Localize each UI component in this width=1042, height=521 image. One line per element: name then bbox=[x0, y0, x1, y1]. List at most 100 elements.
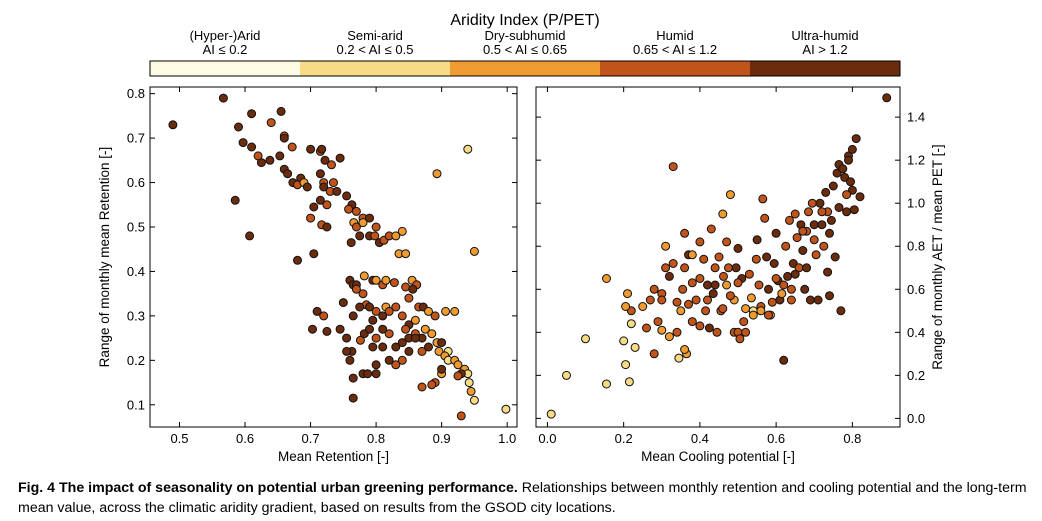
scatter-point bbox=[748, 310, 758, 320]
scatter-point bbox=[760, 213, 770, 223]
scatter-point bbox=[348, 393, 358, 403]
scatter-point bbox=[695, 237, 705, 247]
colorbar-swatch bbox=[750, 61, 900, 76]
scatter-point bbox=[417, 382, 427, 392]
scatter-point bbox=[319, 311, 329, 321]
scatter-point bbox=[699, 254, 709, 264]
figure-caption: Fig. 4 The impact of seasonality on pote… bbox=[18, 478, 1028, 518]
scatter-point bbox=[680, 263, 690, 273]
y-tick-label: 0.8 bbox=[907, 239, 925, 254]
scatter-point bbox=[437, 364, 447, 374]
scatter-point bbox=[668, 162, 678, 172]
scatter-point bbox=[391, 360, 401, 370]
scatter-point bbox=[410, 315, 420, 325]
scatter-point bbox=[744, 269, 754, 279]
scatter-point bbox=[621, 360, 631, 370]
colorbar-class-name: Humid bbox=[656, 28, 694, 43]
scatter-point bbox=[238, 138, 248, 148]
x-axis-label: Mean Retention [-] bbox=[278, 449, 389, 464]
scatter-point bbox=[378, 311, 388, 321]
caption-text: Relationships between monthly retention … bbox=[18, 480, 1027, 516]
scatter-point bbox=[230, 195, 240, 205]
scatter-point bbox=[798, 246, 808, 255]
scatter-point bbox=[676, 306, 686, 316]
scatter-point bbox=[701, 306, 711, 316]
scatter-point bbox=[781, 241, 791, 251]
scatter-point bbox=[371, 360, 381, 370]
scatter-point bbox=[329, 178, 338, 188]
scatter-point bbox=[432, 169, 442, 179]
scatter-point bbox=[327, 160, 336, 170]
scatter-point bbox=[335, 153, 345, 163]
scatter-point bbox=[342, 333, 352, 343]
scatter-point bbox=[338, 298, 348, 308]
scatter-point bbox=[752, 235, 762, 245]
scatter-point bbox=[346, 238, 356, 248]
scatter-point bbox=[691, 295, 701, 305]
scatter-point bbox=[621, 302, 631, 311]
scatter-point bbox=[371, 333, 381, 343]
colorbar-swatch bbox=[450, 61, 600, 76]
scatter-point bbox=[882, 93, 892, 103]
scatter-point bbox=[703, 295, 712, 305]
scatter-point bbox=[358, 218, 368, 228]
colorbar-class-name: Semi-arid bbox=[347, 28, 403, 43]
scatter-point bbox=[674, 353, 684, 363]
scatter-point bbox=[335, 324, 345, 334]
scatter-point bbox=[630, 342, 640, 352]
scatter-point bbox=[779, 280, 789, 290]
scatter-point bbox=[302, 182, 312, 192]
scatter-point bbox=[275, 151, 285, 161]
scatter-point bbox=[371, 222, 381, 232]
scatter-point bbox=[712, 327, 722, 337]
scatter-point bbox=[821, 187, 831, 197]
scatter-point bbox=[668, 259, 678, 268]
scatter-point bbox=[247, 142, 257, 152]
scatter-point bbox=[672, 297, 682, 307]
scatter-point bbox=[687, 250, 697, 260]
scatter-point bbox=[733, 243, 743, 253]
x-tick-label: 0.0 bbox=[538, 431, 556, 446]
scatter-point bbox=[847, 144, 857, 154]
scatter-point bbox=[466, 386, 476, 396]
scatter-point bbox=[427, 329, 437, 339]
y-tick-label: 1.0 bbox=[907, 196, 925, 211]
scatter-point bbox=[359, 271, 369, 281]
colorbar-class-name: Ultra-humid bbox=[791, 28, 858, 43]
scatter-point bbox=[762, 252, 772, 262]
scatter-point bbox=[401, 249, 411, 259]
scatter-point bbox=[368, 315, 378, 325]
x-tick-label: 0.6 bbox=[767, 431, 785, 446]
scatter-point bbox=[642, 323, 651, 333]
scatter-point bbox=[678, 284, 688, 294]
scatter-point bbox=[306, 213, 316, 223]
scatter-point bbox=[714, 252, 724, 262]
scatter-point bbox=[218, 93, 228, 103]
y-tick-label: 1.4 bbox=[907, 110, 925, 125]
scatter-point bbox=[777, 289, 787, 299]
scatter-point bbox=[363, 369, 373, 379]
y-axis-label: Range of monthly AET / mean PET [-] bbox=[930, 144, 945, 369]
scatter-point bbox=[807, 198, 817, 208]
scatter-point bbox=[819, 241, 829, 251]
x-tick-label: 0.6 bbox=[236, 431, 254, 446]
scatter-point bbox=[855, 192, 865, 202]
y-tick-label: 0.3 bbox=[127, 308, 145, 323]
scatter-point bbox=[802, 263, 812, 273]
scatter-point bbox=[638, 302, 648, 311]
colorbar-swatch bbox=[600, 61, 750, 76]
colorbar-class-range: 0.65 < AI ≤ 1.2 bbox=[633, 42, 717, 57]
scatter-point bbox=[410, 333, 420, 343]
scatter-point bbox=[404, 293, 414, 303]
scatter-point bbox=[408, 284, 418, 294]
scatter-point bbox=[420, 324, 430, 334]
x-tick-label: 0.7 bbox=[302, 431, 320, 446]
scatter-point bbox=[725, 190, 735, 200]
y-tick-label: 0.1 bbox=[127, 397, 145, 412]
scatter-point bbox=[253, 151, 263, 161]
scatter-point bbox=[245, 231, 255, 241]
scatter-point bbox=[830, 252, 840, 262]
colorbar-swatch bbox=[300, 61, 450, 76]
scatter-point bbox=[623, 289, 632, 299]
